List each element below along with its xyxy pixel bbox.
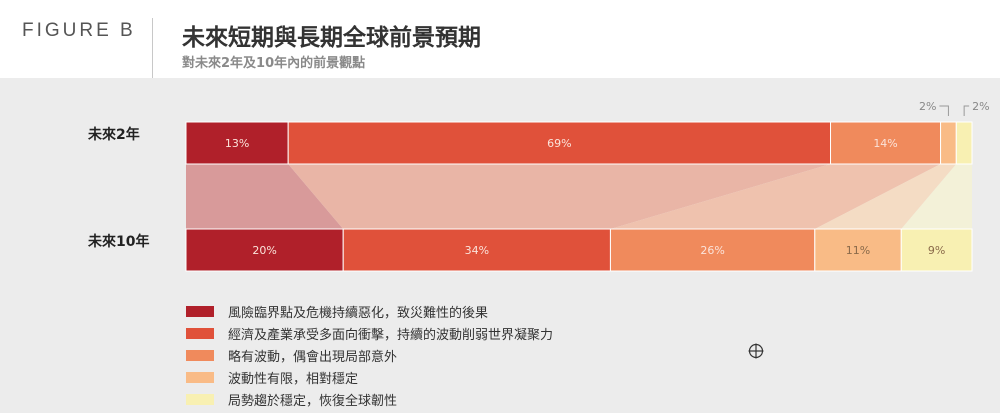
flow-band: [186, 164, 344, 229]
data-label: 26%: [700, 244, 724, 257]
legend-item: 風險臨界點及危機持續惡化，致災難性的後果: [186, 300, 553, 322]
bar-segment: [940, 121, 957, 165]
data-label: 69%: [547, 137, 571, 150]
bar-segment: [342, 228, 611, 272]
bar-segment: [955, 121, 973, 165]
legend-label: 局勢趨於穩定，恢復全球韌性: [228, 393, 398, 409]
flow-band: [610, 164, 941, 229]
data-label: 14%: [873, 137, 897, 150]
bar-segment: [830, 121, 942, 165]
data-label: 34%: [465, 244, 489, 257]
legend-label: 波動性有限，相對穩定: [228, 371, 359, 387]
data-label: 9%: [928, 244, 945, 257]
category-label: 未來2年: [88, 126, 140, 143]
data-label: 2%: [919, 100, 936, 113]
flow-band: [288, 164, 831, 229]
chart-subtitle: 對未來2年及10年內的前景觀點: [182, 56, 366, 71]
data-label: 20%: [252, 244, 276, 257]
bar-segment: [900, 228, 973, 272]
legend-item: 經濟及產業承受多面向衝擊，持續的波動削弱世界凝聚力: [186, 322, 553, 344]
legend-swatch: [186, 349, 214, 361]
legend-item: 波動性有限，相對穩定: [186, 366, 553, 388]
legend-swatch: [186, 371, 214, 383]
flow-band: [901, 164, 972, 229]
chart-title: 未來短期與長期全球前景預期: [182, 25, 481, 51]
legend-swatch: [186, 393, 214, 405]
bar-segment: [185, 228, 344, 272]
bar-segment: [609, 228, 816, 272]
data-label: 11%: [846, 244, 870, 257]
flow-band: [814, 164, 957, 229]
figure-label: FIGURE B: [22, 20, 136, 41]
legend-label: 風險臨界點及危機持續惡化，致災難性的後果: [228, 305, 489, 321]
bar-segment: [185, 121, 289, 165]
bar-segment: [287, 121, 832, 165]
legend-item: 局勢趨於穩定，恢復全球韌性: [186, 388, 553, 410]
crosshair-icon: [748, 343, 764, 359]
legend-swatch: [186, 327, 214, 339]
data-label: 2%: [972, 100, 989, 113]
legend-item: 略有波動，偶會出現局部意外: [186, 344, 553, 366]
figure-header: FIGURE B 未來短期與長期全球前景預期 對未來2年及10年內的前景觀點: [0, 0, 1000, 78]
bar-segment: [814, 228, 902, 272]
legend-label: 略有波動，偶會出現局部意外: [228, 349, 398, 365]
callout-leader: [963, 105, 970, 116]
header-divider: [152, 18, 153, 78]
callout-leader: [939, 105, 949, 116]
legend-swatch: [186, 305, 214, 317]
chart-legend: 風險臨界點及危機持續惡化，致災難性的後果經濟及產業承受多面向衝擊，持續的波動削弱…: [186, 300, 553, 410]
legend-label: 經濟及產業承受多面向衝擊，持續的波動削弱世界凝聚力: [228, 327, 554, 343]
data-label: 13%: [225, 137, 249, 150]
category-label: 未來10年: [88, 233, 149, 250]
